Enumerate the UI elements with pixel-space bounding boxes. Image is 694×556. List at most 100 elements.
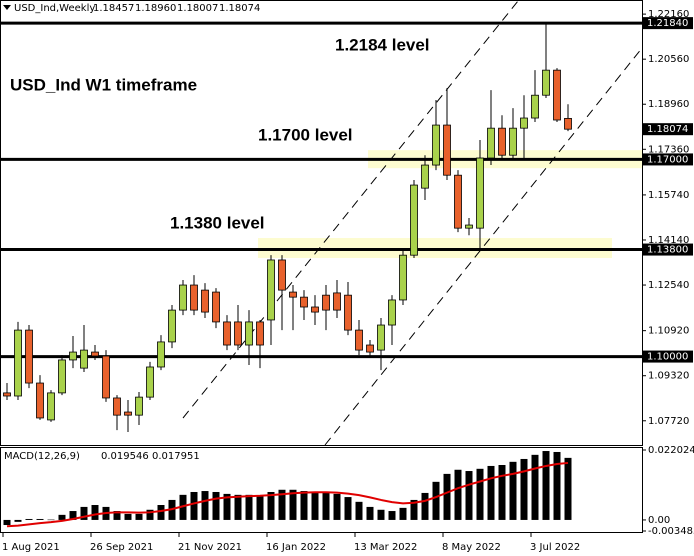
macd-bar (36, 518, 44, 520)
macd-bar (47, 519, 55, 521)
annotation: 1.1700 level (258, 125, 353, 144)
macd-bar (454, 469, 462, 520)
candle-body (531, 94, 539, 119)
macd-panel (0, 447, 643, 533)
macd-bar (399, 507, 407, 520)
candle-body (355, 329, 363, 351)
y-tick-label: 0.022024 (648, 445, 694, 456)
macd-bar (146, 509, 154, 520)
candle-body (300, 296, 308, 308)
candle-body (212, 291, 220, 323)
y-tick-label: 0.00 (648, 515, 670, 526)
candle-body (487, 127, 495, 159)
macd-bar (3, 519, 11, 526)
last-price-label: 1.18074 (647, 124, 688, 135)
candle-body (36, 382, 44, 419)
macd-bar (355, 501, 363, 520)
macd-bar (531, 454, 539, 520)
menu-triangle (3, 5, 11, 10)
channel-lower (324, 47, 643, 446)
candle-body (410, 184, 418, 256)
level-label: 1.21840 (647, 18, 688, 29)
y-tick-label: -0.003485 (648, 526, 694, 537)
symbol-label: USD_Ind,Weekly (14, 3, 95, 14)
candle-body (14, 329, 22, 397)
ohlc-value: 1.18074 (219, 3, 260, 14)
macd-bar (476, 468, 484, 520)
candle-body (333, 292, 341, 311)
annotation: 1.2184 level (335, 35, 430, 54)
macd-bar (465, 471, 473, 520)
macd-bar (300, 491, 308, 520)
macd-bar (135, 513, 143, 520)
level-label-box (643, 17, 693, 30)
macd-bar (14, 519, 22, 522)
candle-body (421, 164, 429, 189)
candle-body (190, 284, 198, 311)
macd-bar (542, 451, 550, 520)
candle-body (256, 321, 264, 346)
candle-body (223, 321, 231, 346)
macd-value: 0.019546 (101, 451, 149, 462)
candle-body (366, 344, 374, 353)
candle-body (399, 254, 407, 301)
macd-bar (388, 511, 396, 520)
candle-body (234, 321, 242, 346)
macd-bar (377, 509, 385, 520)
macd-bar (179, 494, 187, 520)
candle-body (245, 321, 253, 346)
macd-bar (410, 499, 418, 520)
macd-title: MACD(12,26,9) (4, 451, 80, 462)
candle-body (520, 117, 528, 129)
x-tick-label: 8 May 2022 (442, 542, 501, 553)
x-tick-label: 1 Aug 2021 (2, 542, 60, 553)
macd-bar (520, 458, 528, 520)
candle-body (58, 359, 66, 394)
macd-bar (278, 489, 286, 520)
candle-body (311, 306, 319, 313)
candle-body (47, 392, 55, 421)
candle-body (91, 351, 99, 357)
annotation: 1.1380 level (170, 213, 265, 232)
x-tick-label: 13 Mar 2022 (354, 542, 417, 553)
candle-body (498, 127, 506, 156)
macd-bar (80, 506, 88, 520)
level-label: 1.10000 (647, 352, 688, 363)
macd-bar (311, 491, 319, 520)
annotation: USD_Ind W1 timeframe (10, 75, 197, 94)
candle-body (509, 127, 517, 156)
y-tick-label: 1.14140 (648, 235, 689, 246)
macd-bar (267, 491, 275, 520)
y-tick-label: 1.07720 (648, 416, 689, 427)
ohlc-value: 1.18457 (93, 3, 134, 14)
candle-body (201, 289, 209, 313)
candle-body (476, 157, 484, 229)
candle-body (432, 124, 440, 166)
macd-bar (432, 481, 440, 520)
macd-bar (124, 513, 132, 520)
level-label: 1.17000 (647, 154, 688, 165)
macd-bar (157, 505, 165, 520)
macd-bar (234, 494, 242, 520)
signal-line (6, 461, 569, 528)
candle-body (542, 69, 550, 96)
macd-bar (256, 495, 264, 520)
candle-body (124, 411, 132, 416)
y-tick-label: 1.20560 (648, 54, 689, 65)
support-zone (258, 238, 612, 258)
candle-body (388, 299, 396, 326)
macd-bar (245, 494, 253, 520)
macd-bar (564, 457, 572, 520)
candle-body (113, 397, 121, 416)
level-label-box (643, 243, 693, 256)
macd-bar (333, 493, 341, 520)
macd-bar (289, 489, 297, 520)
macd-bar (223, 493, 231, 520)
macd-bar (322, 492, 330, 520)
macd-bar (366, 506, 374, 520)
candle-body (344, 294, 352, 331)
y-tick-label: 1.12540 (648, 280, 689, 291)
candle-body (25, 329, 33, 384)
macd-bar (509, 461, 517, 520)
